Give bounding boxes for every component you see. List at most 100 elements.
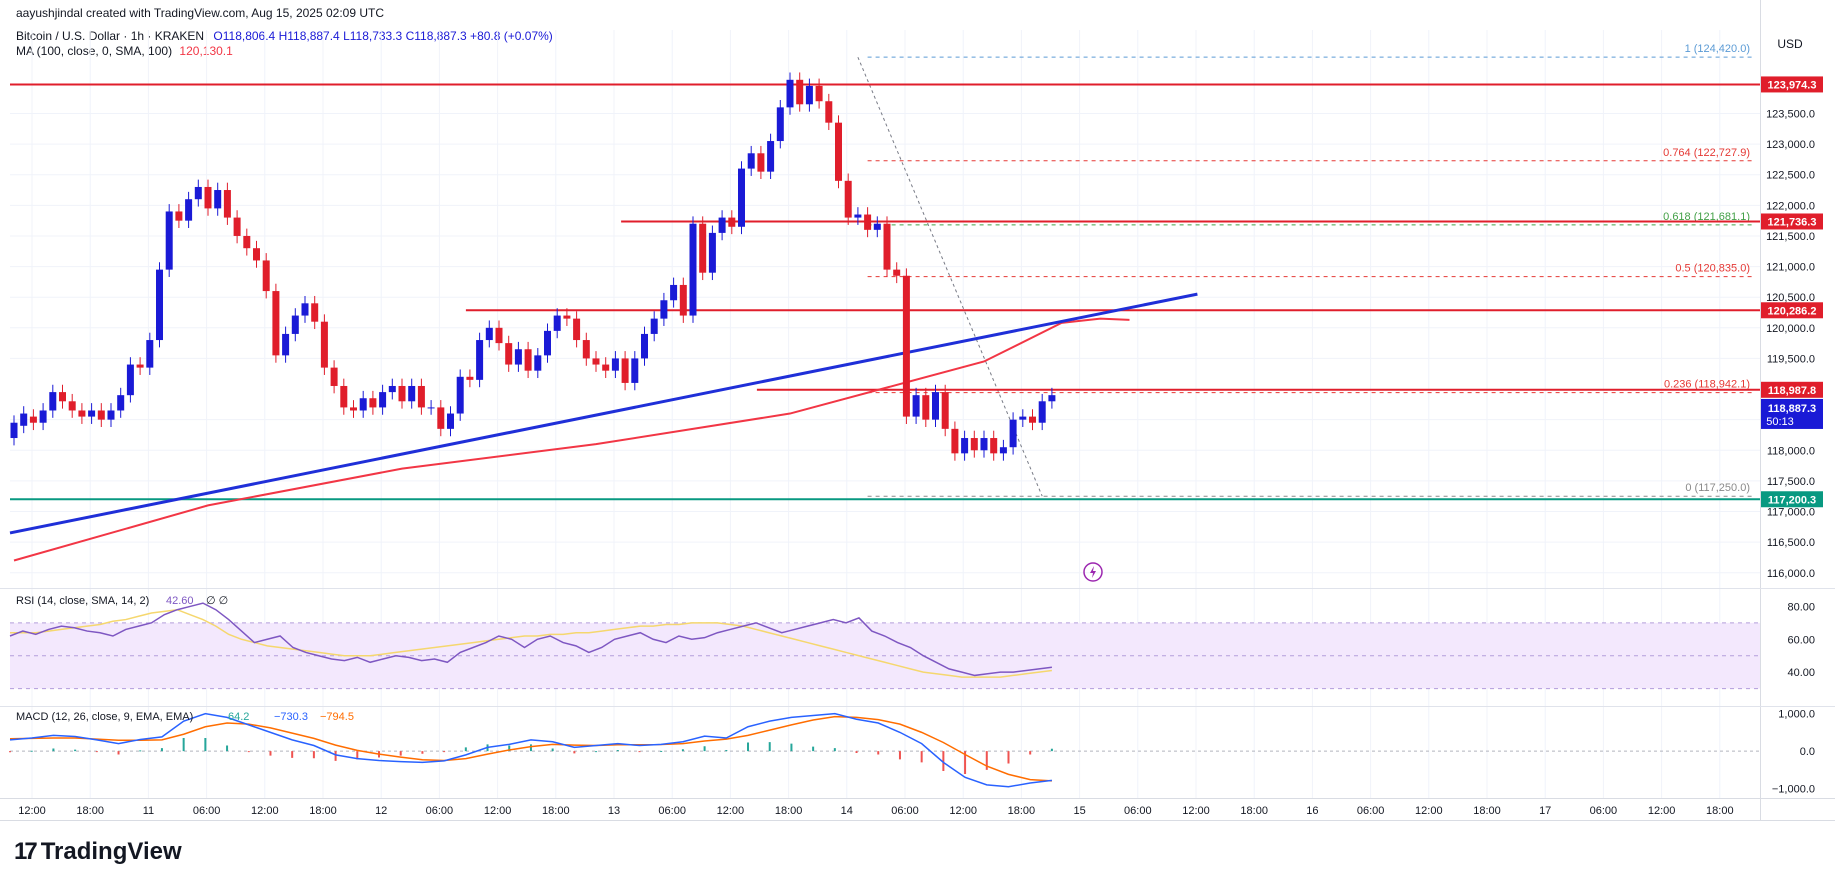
symbol-legend[interactable]: Bitcoin / U.S. Dollar · 1h · KRAKEN O118…: [16, 29, 553, 43]
candle-body: [835, 122, 842, 181]
time-tick-label: 18:00: [1473, 805, 1501, 817]
macd-hist-bar: [681, 749, 684, 752]
macd-hist-bar: [898, 751, 901, 760]
trendline[interactable]: [9, 292, 1198, 535]
candle-body: [447, 413, 454, 429]
candle-body: [757, 153, 765, 172]
level-price-label: 123,974.3: [1768, 79, 1817, 91]
candle-body: [544, 330, 551, 356]
macd-hist-bar: [1007, 751, 1010, 764]
tradingview-logo-text: TradingView: [40, 838, 182, 865]
candle-body: [689, 223, 697, 316]
macd-hist-bar: [812, 746, 815, 752]
time-tick-label: 17: [1539, 805, 1551, 817]
currency-label[interactable]: USD: [1777, 37, 1803, 51]
macd-hist-bar: [139, 750, 142, 752]
candle-body: [39, 410, 47, 423]
rsi-line: [9, 602, 1052, 677]
time-tick-label: 15: [1073, 805, 1085, 817]
candle-body: [1038, 401, 1046, 423]
candle-body: [660, 300, 668, 319]
candle-body: [563, 315, 571, 319]
macd-pane[interactable]: MACD (12, 26, close, 9, EMA, EMA) 64.2 −73…: [9, 711, 1760, 788]
candle-body: [340, 385, 348, 408]
candle-body: [175, 211, 183, 221]
candle-body: [233, 217, 241, 236]
macd-tick-label: 0.0: [1800, 746, 1815, 758]
tradingview-logo-icon: 17: [14, 838, 38, 865]
macd-hist-bar: [30, 750, 33, 752]
macd-hist-bar: [985, 751, 988, 770]
level-price-tag: [1761, 213, 1823, 230]
candle-body: [194, 186, 202, 200]
level-price-tag: [1761, 76, 1823, 93]
candle-body: [902, 275, 910, 417]
macd-hist-bar: [660, 750, 663, 752]
macd-hist-bar: [1029, 751, 1032, 755]
candle-body: [844, 180, 852, 218]
symbol-title: Bitcoin / U.S. Dollar · 1h · KRAKEN: [16, 29, 205, 43]
time-tick-label: 18:00: [1706, 805, 1734, 817]
candle-body: [883, 223, 891, 270]
price-tick-label: 118,000.0: [1767, 445, 1815, 457]
candle-body: [893, 269, 901, 276]
candle-body: [708, 232, 716, 273]
lightning-icon[interactable]: [1083, 562, 1103, 582]
macd-legend-value: 64.2: [228, 711, 249, 723]
candle-body: [59, 392, 66, 402]
candle-body: [369, 398, 377, 408]
macd-hist-bar: [877, 751, 880, 755]
macd-hist-bar: [182, 738, 185, 752]
candle-body: [1019, 416, 1027, 420]
price-tick-label: 121,000.0: [1766, 262, 1815, 274]
time-tick-label: 06:00: [426, 805, 454, 817]
macd-hist-bar: [964, 751, 967, 774]
macd-tick-label: −1,000.0: [1772, 784, 1815, 796]
price-axis[interactable]: 123,500.0 123,000.0 122,500.0 122,000.0 121,…: [1761, 76, 1823, 796]
candle-body: [350, 407, 357, 411]
candle-body: [253, 248, 260, 261]
candle-body: [204, 186, 212, 209]
candle-body: [796, 79, 804, 105]
macd-hist-bar: [117, 751, 120, 755]
macd-tick-label: 1,000.0: [1778, 709, 1815, 721]
macd-hist-bar: [855, 751, 858, 753]
time-tick-label: 11: [143, 805, 154, 817]
candle-body: [359, 398, 367, 411]
candle-body: [408, 385, 416, 402]
time-axis[interactable]: 12:00 18:00 11 06:00 12:00 18:00 12 06:00 12:00 1…: [18, 805, 1733, 817]
price-tick-label: 120,000.0: [1766, 323, 1815, 335]
macd-hist-bar: [747, 742, 750, 752]
candle-body: [534, 355, 542, 371]
macd-hist-bar: [9, 751, 11, 753]
candle-body: [776, 107, 784, 142]
time-tick-label: 18:00: [309, 805, 337, 817]
tradingview-logo[interactable]: 17 TradingView: [14, 838, 182, 866]
candle-body: [524, 349, 532, 371]
candle-body: [320, 321, 328, 368]
candle-body: [1009, 419, 1017, 448]
time-tick-label: 13: [608, 805, 620, 817]
macd-hist-bar: [942, 751, 945, 771]
candle-body: [641, 333, 648, 359]
price-tick-label: 117,000.0: [1767, 507, 1815, 519]
macd-legend-value: −730.3: [274, 711, 308, 723]
time-tick-label: 18:00: [775, 805, 803, 817]
time-tick-label: 12: [375, 805, 387, 817]
rsi-tick-label: 80.00: [1787, 601, 1815, 613]
candle-body: [379, 392, 387, 408]
macd-legend-label: MACD (12, 26, close, 9, EMA, EMA): [16, 711, 193, 723]
macd-hist-bar: [638, 751, 641, 753]
candle-body: [136, 364, 144, 368]
rsi-tick-label: 40.00: [1787, 667, 1815, 679]
candle-body: [272, 291, 280, 356]
candle-body: [514, 349, 522, 365]
candle-body: [670, 284, 678, 301]
price-pane[interactable]: 1 (124,420.0) 0.764 (122,727.9) 0.618 (121…: [9, 43, 1760, 562]
rsi-pane[interactable]: RSI (14, close, SMA, 14, 2) 42.60 ∅ ∅: [9, 595, 1760, 690]
time-tick-label: 16: [1306, 805, 1318, 817]
candle-body: [214, 190, 222, 209]
time-tick-label: 18:00: [1008, 805, 1036, 817]
candle-body: [815, 85, 823, 102]
